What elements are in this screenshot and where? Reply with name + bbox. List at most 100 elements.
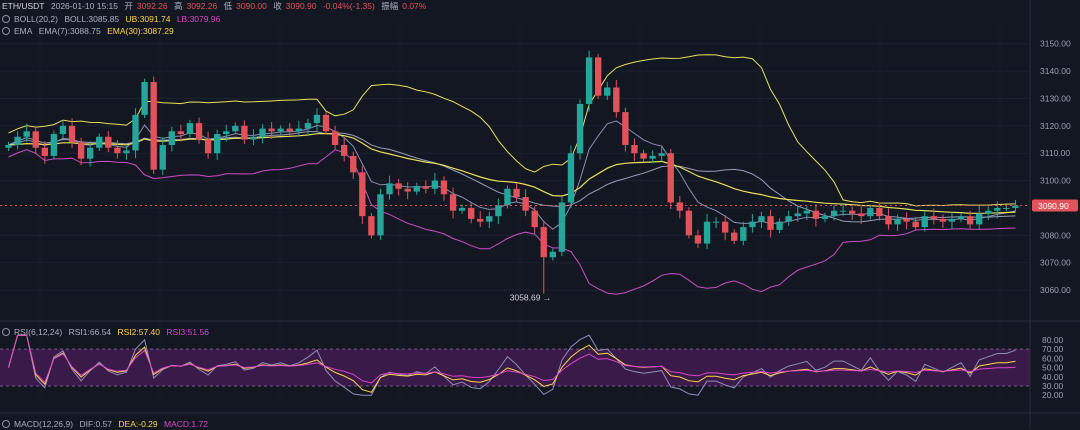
candle-body: [912, 221, 919, 228]
candle-body: [731, 232, 738, 241]
close-value: 3090.90: [285, 1, 317, 11]
candle-body: [794, 213, 801, 217]
boll-mid: BOLL:3085.85: [64, 14, 120, 24]
ema30-line: [8, 132, 1016, 214]
candle-body: [304, 123, 312, 129]
price-axis-tick: 3150.00: [1040, 39, 1071, 49]
candle-body: [458, 207, 466, 211]
candle-body: [277, 128, 284, 132]
rsi-axis-tick: 20.00: [1042, 390, 1064, 400]
candle-body: [241, 125, 248, 140]
candle-body: [368, 216, 375, 236]
candle-body: [685, 210, 693, 236]
rsi-axis-tick: 70.00: [1042, 344, 1064, 354]
dea-value: DEA:-0.29: [118, 419, 158, 429]
candle-body: [259, 128, 266, 137]
boll-ub: UB:3091.74: [125, 14, 171, 24]
candle-body: [858, 213, 865, 217]
ema30-value: EMA(30):3087.29: [107, 26, 174, 36]
candle-body: [640, 153, 647, 159]
candle-body: [59, 125, 67, 135]
candle-body: [812, 210, 820, 219]
rsi-band: [0, 349, 1030, 386]
candle-body: [549, 251, 556, 258]
candle-body: [604, 87, 611, 96]
change-value: -0.04%(-1.35): [322, 1, 375, 11]
price-axis-tick: 3120.00: [1040, 121, 1071, 131]
candle-body: [758, 216, 765, 222]
candle-body: [504, 188, 511, 206]
candle-body: [331, 131, 339, 145]
candle-body: [23, 131, 30, 137]
rsi-axis-tick: 80.00: [1042, 335, 1064, 345]
eye-icon[interactable]: [2, 27, 10, 35]
candle-body: [948, 218, 956, 222]
ema7-line: [8, 120, 1016, 230]
candle-body: [876, 207, 883, 217]
candle-body: [613, 87, 620, 113]
low-value: 3090.00: [236, 1, 267, 11]
candle-body: [250, 136, 257, 140]
rsi-legend[interactable]: RSI(6,12,24) RSI1:66.54 RSI2:57.40 RSI3:…: [2, 326, 213, 338]
candle-body: [223, 131, 230, 135]
rsi3-line: [8, 334, 1016, 384]
price-axis-tick: 3110.00: [1040, 148, 1070, 158]
rsi3-value: RSI3:51.56: [166, 327, 209, 337]
candle-body: [195, 123, 203, 140]
price-tag-bg: [1032, 199, 1078, 212]
candle-body: [105, 136, 112, 148]
candle-body: [114, 147, 121, 154]
candle-body: [803, 210, 810, 214]
open-value: 3092.26: [136, 1, 168, 11]
candle-body: [749, 221, 756, 228]
candle-body: [921, 216, 928, 228]
amp-label: 振幅: [381, 1, 399, 11]
boll-mid-line: [8, 131, 1016, 223]
candle-body: [440, 180, 448, 195]
candle-body: [422, 186, 429, 189]
candle-body: [322, 114, 330, 132]
open-label: 开: [124, 1, 133, 11]
candle-body: [1012, 205, 1019, 208]
candle-body: [658, 153, 665, 156]
ema7-value: EMA(7):3088.75: [38, 26, 101, 36]
candle-body: [894, 218, 901, 225]
eye-icon[interactable]: [2, 420, 10, 428]
price-axis-tick: 3140.00: [1040, 66, 1071, 76]
price-axis-tick: 3100.00: [1040, 176, 1071, 186]
macd-legend[interactable]: MACD(12,26,9) DIF:0.57 DEA:-0.29 MACD:1.…: [2, 418, 212, 430]
candle-body: [150, 82, 157, 170]
amp-value: 0.07%: [402, 1, 427, 11]
candle-body: [712, 221, 720, 223]
boll-lower-band-line: [8, 149, 1016, 295]
candle-body: [830, 210, 838, 217]
candle-body: [849, 210, 856, 214]
candle-body: [703, 221, 711, 244]
candle-body: [214, 134, 221, 154]
candle-body: [68, 125, 76, 143]
candle-body: [386, 183, 393, 195]
rsi1-value: RSI1:66.54: [68, 327, 112, 337]
candle-body: [495, 205, 502, 217]
rsi-axis-tick: 60.00: [1042, 353, 1064, 363]
candle-body: [87, 147, 94, 159]
boll-legend[interactable]: BOLL(20,2) BOLL:3085.85 UB:3091.74 LB:30…: [2, 13, 224, 25]
eye-icon[interactable]: [2, 328, 10, 336]
candle-body: [404, 188, 411, 192]
candle-body: [930, 216, 937, 219]
candle-body: [232, 125, 239, 132]
rsi-axis-tick: 30.00: [1042, 381, 1064, 391]
eye-icon[interactable]: [2, 15, 10, 23]
price-axis-tick: 3060.00: [1040, 285, 1071, 295]
candle-body: [722, 221, 729, 233]
candle-body: [985, 210, 992, 214]
candle-body: [477, 218, 484, 222]
candle-body: [377, 194, 384, 236]
candle-body: [867, 207, 874, 217]
price-axis-tick: 3070.00: [1040, 258, 1071, 268]
candle-body: [595, 57, 602, 96]
candle-body: [486, 216, 493, 222]
ema-legend[interactable]: EMA EMA(7):3088.75 EMA(30):3087.29: [2, 25, 178, 37]
candle-body: [957, 216, 965, 219]
